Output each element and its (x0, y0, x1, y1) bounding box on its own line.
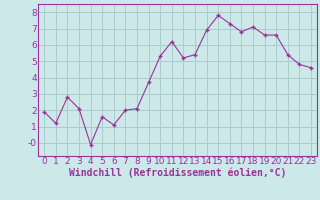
X-axis label: Windchill (Refroidissement éolien,°C): Windchill (Refroidissement éolien,°C) (69, 168, 286, 178)
